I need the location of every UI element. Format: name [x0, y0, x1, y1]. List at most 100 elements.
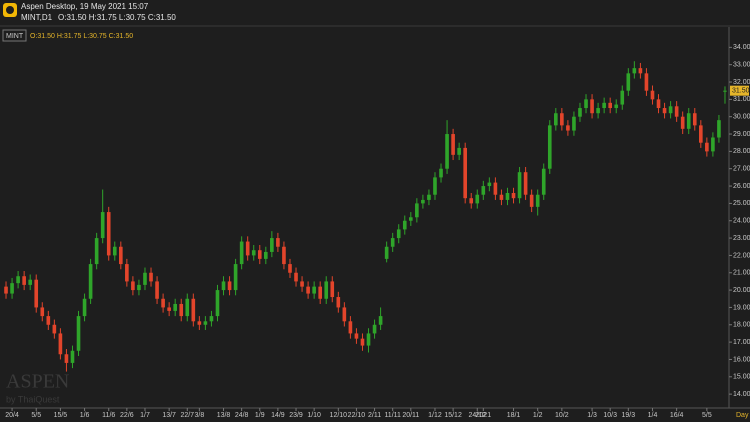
- x-tick-label: 24/8: [235, 412, 249, 419]
- x-tick-label: 19/3: [622, 412, 636, 419]
- y-tick-label: 34.00: [733, 44, 750, 51]
- candle-body: [572, 116, 576, 131]
- candle-body: [493, 182, 498, 195]
- watermark-by: by ThaiQuest: [6, 394, 60, 404]
- candle-body: [58, 333, 63, 355]
- x-tick-label: 16/4: [670, 412, 684, 419]
- x-tick-label: 20/4: [5, 412, 19, 419]
- candle-body: [590, 99, 594, 114]
- watermark-brand: ASPEN: [6, 371, 69, 393]
- candle-body: [167, 307, 171, 311]
- y-tick-label: 27.00: [733, 166, 750, 173]
- y-tick-label: 33.00: [733, 62, 750, 69]
- x-tick-label: 1/12: [428, 412, 442, 419]
- candle-body: [554, 113, 558, 126]
- candle-body: [692, 113, 697, 126]
- candle-body: [372, 324, 377, 334]
- candle-body: [4, 286, 8, 294]
- candle-body: [475, 194, 480, 204]
- x-tick-label: 10/3: [603, 412, 617, 419]
- candle-body: [481, 186, 486, 195]
- candle-body: [106, 212, 111, 256]
- candle-body: [439, 168, 443, 178]
- candle-body: [505, 192, 510, 200]
- candle-body: [34, 279, 39, 308]
- x-tick-label: 5/5: [702, 412, 712, 419]
- candle-body: [276, 238, 280, 247]
- y-tick-label: 26.00: [733, 183, 750, 190]
- x-tick-label: 22/7: [180, 412, 194, 419]
- y-tick-label: 22.00: [733, 252, 750, 259]
- candle-body: [626, 73, 631, 91]
- legend-ohlc: O:31.50 H:31.75 L:30.75 C:31.50: [30, 33, 133, 40]
- candle-body: [535, 194, 540, 207]
- candle-body: [221, 281, 226, 291]
- price-marker-label: 31.50: [732, 88, 750, 95]
- candle-body: [348, 321, 353, 334]
- candle-body: [227, 281, 232, 291]
- candle-body: [390, 238, 395, 247]
- candle-body: [378, 316, 383, 325]
- candle-body: [487, 182, 492, 187]
- candle-body: [161, 298, 165, 308]
- candle-body: [52, 324, 57, 334]
- candle-body: [257, 250, 262, 259]
- x-tick-label: 14/9: [271, 412, 285, 419]
- price-marker: [730, 85, 749, 96]
- candle-body: [711, 137, 715, 152]
- candle-body: [82, 298, 87, 317]
- candle-body: [312, 286, 316, 294]
- x-tick-label: 3/8: [194, 412, 204, 419]
- candle-body: [155, 281, 159, 299]
- y-tick-label: 18.00: [733, 322, 750, 329]
- candle-body: [415, 203, 419, 218]
- logo-mark: [6, 6, 14, 14]
- candle-body: [282, 246, 286, 265]
- candle-body: [457, 147, 461, 155]
- y-tick-label: 23.00: [733, 235, 750, 242]
- candle-body: [360, 338, 365, 346]
- candle-body: [209, 316, 214, 322]
- candle-body: [499, 194, 504, 200]
- candle-body: [185, 298, 190, 317]
- candle-body: [318, 286, 322, 299]
- y-tick-label: 21.00: [733, 270, 750, 277]
- candle-body: [529, 194, 534, 207]
- candle-body: [70, 350, 75, 363]
- x-tick-label: 20/11: [402, 412, 419, 419]
- x-tick-label: 22/6: [120, 412, 134, 419]
- candle-body: [584, 99, 588, 109]
- candle-body: [445, 134, 449, 169]
- candle-body: [680, 116, 685, 129]
- candle-body: [656, 99, 661, 109]
- candle-body: [451, 134, 455, 155]
- candle-body: [16, 276, 20, 284]
- candle-body: [608, 102, 612, 109]
- symbol: MINT,D1: [21, 13, 53, 22]
- candle-body: [131, 281, 135, 291]
- candle-body: [578, 108, 582, 117]
- candle-body: [100, 212, 105, 239]
- candle-body: [336, 297, 341, 308]
- candle-body: [28, 279, 32, 285]
- candle-body: [191, 298, 196, 322]
- candle-body: [88, 264, 93, 299]
- legend-name: MINT: [6, 33, 24, 40]
- x-tick-label: 1/10: [307, 412, 321, 419]
- x-tick-label: 11/11: [384, 412, 401, 419]
- candle-body: [409, 217, 413, 221]
- x-tick-label: 12/10: [330, 412, 348, 419]
- candle-body: [173, 303, 177, 311]
- candle-body: [40, 307, 45, 317]
- candle-body: [264, 251, 268, 259]
- candle-body: [384, 246, 389, 259]
- candle-body: [330, 281, 335, 298]
- candle-body: [342, 307, 347, 322]
- candle-body: [10, 283, 14, 294]
- candle-body: [324, 281, 329, 299]
- y-tick-label: 32.00: [733, 79, 750, 86]
- y-tick-label: 29.00: [733, 131, 750, 138]
- candle-body: [64, 354, 69, 363]
- candle-body: [620, 90, 625, 105]
- candle-body: [547, 125, 552, 169]
